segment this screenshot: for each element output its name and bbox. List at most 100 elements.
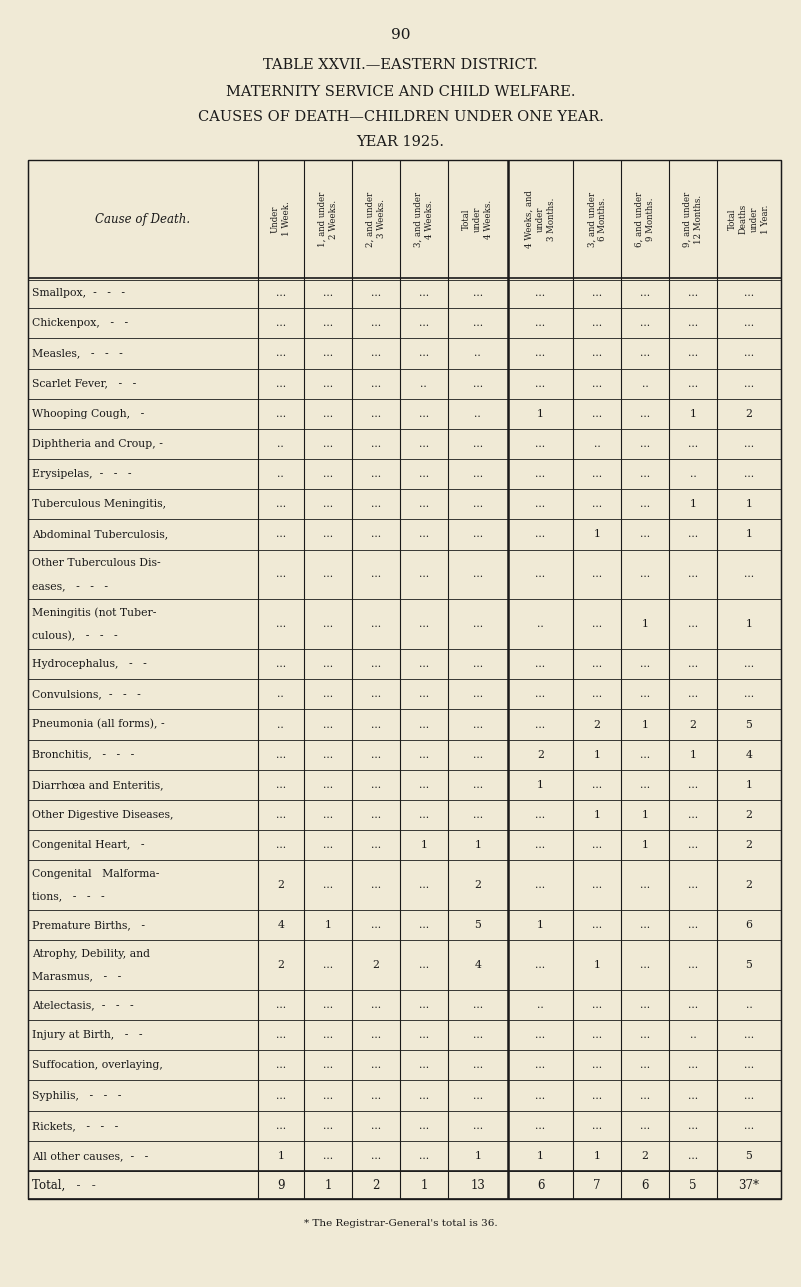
Text: 1: 1 xyxy=(642,810,649,820)
Text: ...: ... xyxy=(323,719,333,730)
Text: ...: ... xyxy=(744,569,754,579)
Text: ...: ... xyxy=(640,349,650,358)
Text: 1, and under
2 Weeks.: 1, and under 2 Weeks. xyxy=(318,192,338,247)
Text: ...: ... xyxy=(419,1121,429,1131)
Text: 6: 6 xyxy=(746,920,753,931)
Text: ...: ... xyxy=(371,840,381,851)
Text: ...: ... xyxy=(592,1090,602,1100)
Text: ...: ... xyxy=(640,439,650,449)
Text: ...: ... xyxy=(323,529,333,539)
Text: 1: 1 xyxy=(421,840,428,851)
Text: ...: ... xyxy=(323,1121,333,1131)
Text: ...: ... xyxy=(640,288,650,299)
Text: 1: 1 xyxy=(537,1151,544,1161)
Text: ..: .. xyxy=(642,378,649,389)
Text: Erysipelas,  -   -   -: Erysipelas, - - - xyxy=(32,468,131,479)
Text: ...: ... xyxy=(323,840,333,851)
Text: ...: ... xyxy=(323,409,333,418)
Text: ...: ... xyxy=(592,840,602,851)
Text: ..: .. xyxy=(277,439,284,449)
Text: 1: 1 xyxy=(421,1179,428,1192)
Text: ...: ... xyxy=(323,349,333,358)
Text: ...: ... xyxy=(371,1030,381,1040)
Text: ...: ... xyxy=(371,569,381,579)
Text: 2: 2 xyxy=(690,719,697,730)
Text: ...: ... xyxy=(276,529,286,539)
Text: ...: ... xyxy=(640,569,650,579)
Text: ...: ... xyxy=(640,468,650,479)
Text: ...: ... xyxy=(419,690,429,699)
Text: ...: ... xyxy=(688,840,698,851)
Text: ...: ... xyxy=(371,1000,381,1010)
Text: ...: ... xyxy=(688,1000,698,1010)
Text: YEAR 1925.: YEAR 1925. xyxy=(356,135,445,149)
Text: 2: 2 xyxy=(642,1151,649,1161)
Text: ...: ... xyxy=(688,1090,698,1100)
Text: 1: 1 xyxy=(746,619,753,629)
Text: ...: ... xyxy=(323,749,333,759)
Text: ..: .. xyxy=(537,619,544,629)
Text: ...: ... xyxy=(688,1151,698,1161)
Text: ...: ... xyxy=(535,378,545,389)
Text: ...: ... xyxy=(592,880,602,891)
Text: ...: ... xyxy=(276,409,286,418)
Text: 1: 1 xyxy=(474,1151,481,1161)
Text: ...: ... xyxy=(323,468,333,479)
Text: ...: ... xyxy=(323,1000,333,1010)
Text: ...: ... xyxy=(688,318,698,328)
Text: 90: 90 xyxy=(391,28,410,42)
Bar xyxy=(28,160,781,1199)
Text: ..: .. xyxy=(746,1000,752,1010)
Text: 1: 1 xyxy=(537,409,544,418)
Text: Premature Births,   -: Premature Births, - xyxy=(32,920,145,931)
Text: 1: 1 xyxy=(746,499,753,510)
Text: 2: 2 xyxy=(746,840,753,851)
Text: 1: 1 xyxy=(324,920,332,931)
Text: ...: ... xyxy=(323,499,333,510)
Text: ...: ... xyxy=(535,1030,545,1040)
Text: ...: ... xyxy=(473,719,483,730)
Text: ...: ... xyxy=(276,1060,286,1071)
Text: ...: ... xyxy=(323,1151,333,1161)
Text: ...: ... xyxy=(276,378,286,389)
Text: ...: ... xyxy=(323,569,333,579)
Text: ...: ... xyxy=(419,619,429,629)
Text: ...: ... xyxy=(371,749,381,759)
Text: ...: ... xyxy=(535,880,545,891)
Text: ...: ... xyxy=(744,690,754,699)
Text: ...: ... xyxy=(419,318,429,328)
Text: 3, and under
4 Weeks.: 3, and under 4 Weeks. xyxy=(414,192,434,247)
Text: ...: ... xyxy=(371,529,381,539)
Text: ...: ... xyxy=(744,318,754,328)
Text: Smallpox,  -   -   -: Smallpox, - - - xyxy=(32,288,125,299)
Text: 1: 1 xyxy=(690,499,697,510)
Text: Tuberculous Meningitis,: Tuberculous Meningitis, xyxy=(32,499,166,510)
Text: ...: ... xyxy=(535,1060,545,1071)
Text: 2: 2 xyxy=(746,810,753,820)
Text: ...: ... xyxy=(276,288,286,299)
Text: ...: ... xyxy=(473,439,483,449)
Text: 1: 1 xyxy=(594,1151,601,1161)
Text: 2: 2 xyxy=(277,880,284,891)
Text: ...: ... xyxy=(535,569,545,579)
Text: Diarrhœa and Enteritis,: Diarrhœa and Enteritis, xyxy=(32,780,163,790)
Text: ...: ... xyxy=(640,1000,650,1010)
Text: ..: .. xyxy=(474,349,481,358)
Text: ...: ... xyxy=(419,499,429,510)
Text: ...: ... xyxy=(473,288,483,299)
Text: ...: ... xyxy=(640,409,650,418)
Text: ...: ... xyxy=(473,318,483,328)
Text: ...: ... xyxy=(371,810,381,820)
Text: ...: ... xyxy=(535,318,545,328)
Text: ...: ... xyxy=(640,1030,650,1040)
Text: 6: 6 xyxy=(642,1179,649,1192)
Text: ...: ... xyxy=(640,920,650,931)
Text: Marasmus,   -   -: Marasmus, - - xyxy=(32,972,121,982)
Text: ...: ... xyxy=(371,880,381,891)
Text: Scarlet Fever,   -   -: Scarlet Fever, - - xyxy=(32,378,136,389)
Text: ...: ... xyxy=(371,1151,381,1161)
Text: Congenital Heart,   -: Congenital Heart, - xyxy=(32,840,144,851)
Text: Diphtheria and Croup, -: Diphtheria and Croup, - xyxy=(32,439,163,449)
Text: ...: ... xyxy=(640,960,650,970)
Text: ...: ... xyxy=(419,288,429,299)
